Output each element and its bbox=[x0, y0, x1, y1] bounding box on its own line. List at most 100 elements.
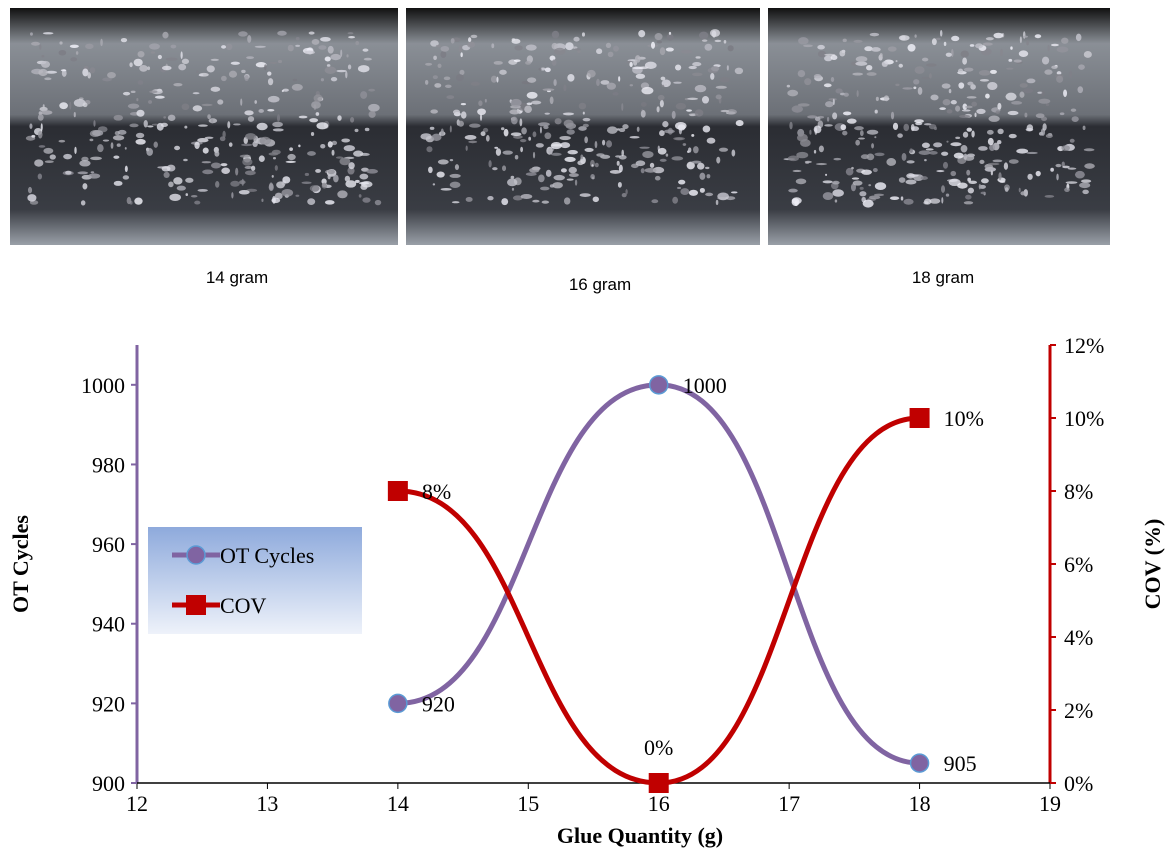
photo-speck bbox=[307, 151, 316, 156]
photo-speck bbox=[215, 180, 220, 188]
photo-speck bbox=[267, 78, 274, 86]
photo-speck bbox=[942, 161, 949, 169]
photo-speck bbox=[320, 78, 325, 82]
photo-speck bbox=[629, 84, 634, 87]
x-tick-label: 12 bbox=[126, 791, 148, 816]
photo-speck bbox=[955, 105, 961, 112]
photo-speck bbox=[666, 33, 674, 41]
photo-speck bbox=[327, 45, 334, 54]
photo-speck bbox=[507, 178, 518, 187]
photo-speck bbox=[440, 50, 447, 58]
photo-speck bbox=[674, 137, 683, 140]
marker bbox=[388, 693, 408, 714]
photo-speck bbox=[285, 160, 297, 163]
photo-speck bbox=[272, 121, 283, 128]
y-tick-label: 920 bbox=[92, 691, 125, 716]
photo-speck bbox=[992, 159, 1003, 163]
photo-speck bbox=[75, 51, 79, 55]
photo-speck bbox=[281, 189, 294, 197]
photo-speck bbox=[1038, 98, 1051, 104]
photo-speck bbox=[807, 115, 818, 119]
photo-speck bbox=[130, 90, 136, 94]
photo-speck bbox=[989, 144, 996, 152]
photo-speck bbox=[350, 117, 355, 123]
photo-speck bbox=[563, 119, 574, 128]
photo-speck bbox=[560, 168, 567, 173]
photo-speck bbox=[511, 187, 515, 191]
y2-tick-label: 10% bbox=[1064, 406, 1104, 431]
photo-speck bbox=[718, 147, 729, 152]
photo-speck bbox=[939, 29, 943, 37]
photo-speck bbox=[678, 179, 686, 185]
photo-speck bbox=[659, 158, 667, 162]
photo-speck bbox=[519, 118, 523, 127]
photo-speck bbox=[866, 72, 877, 76]
photo-speck bbox=[353, 150, 364, 157]
photo-speck bbox=[244, 75, 249, 81]
photo-speck bbox=[194, 141, 200, 150]
photo-speck bbox=[617, 181, 622, 188]
photo-speck bbox=[185, 177, 194, 183]
photo-speck bbox=[424, 79, 429, 85]
photo-speck bbox=[966, 127, 973, 132]
photo-speck bbox=[183, 158, 188, 162]
photo-speck bbox=[259, 136, 271, 145]
photo-speck bbox=[895, 60, 898, 63]
photo-speck bbox=[79, 160, 91, 167]
photo-speck bbox=[929, 151, 938, 155]
legend-label: COV bbox=[220, 593, 267, 618]
photo-speck bbox=[551, 42, 558, 50]
photo-speck bbox=[335, 156, 344, 159]
photo-speck bbox=[201, 103, 213, 107]
photo-speck bbox=[180, 51, 183, 59]
photo-speck bbox=[276, 181, 285, 189]
photo-speck bbox=[488, 160, 492, 168]
photo-speck bbox=[147, 125, 154, 128]
photo-speck bbox=[127, 103, 140, 109]
photo-speck bbox=[694, 84, 707, 93]
photo-speck bbox=[129, 123, 139, 128]
y-axis-title: OT Cycles bbox=[8, 515, 33, 613]
photo-speck bbox=[714, 39, 722, 43]
photo-speck bbox=[82, 183, 88, 190]
photo-speck bbox=[291, 83, 303, 91]
photo-speck bbox=[129, 62, 133, 68]
photo-speck bbox=[368, 110, 376, 118]
photo-speck bbox=[813, 149, 817, 154]
photo-speck bbox=[846, 118, 857, 124]
photo-speck bbox=[618, 76, 621, 82]
x-tick-label: 19 bbox=[1039, 791, 1061, 816]
photo-speck bbox=[532, 131, 537, 138]
photo-speck bbox=[866, 153, 875, 161]
photo-speck bbox=[452, 109, 461, 115]
photo-speck bbox=[1061, 37, 1069, 44]
photo-speck bbox=[137, 80, 144, 85]
photo-speck bbox=[902, 87, 913, 90]
photo-speck bbox=[368, 88, 376, 92]
photo-speck bbox=[709, 29, 721, 37]
photo-speck bbox=[207, 114, 211, 120]
photo-speck bbox=[112, 135, 125, 141]
photo-speck bbox=[924, 198, 932, 205]
photo-speck bbox=[197, 137, 209, 143]
photo-speck bbox=[797, 103, 810, 107]
photo-speck bbox=[606, 126, 618, 134]
photo-speck bbox=[993, 32, 1004, 39]
photo-speck bbox=[946, 140, 949, 143]
photo-speck bbox=[680, 49, 693, 54]
photo-speck bbox=[194, 200, 201, 205]
photo-speck bbox=[874, 136, 877, 139]
photo-speck bbox=[358, 181, 370, 185]
photo-speck bbox=[362, 48, 369, 52]
photo-speck bbox=[903, 198, 914, 205]
photo-speck bbox=[731, 149, 736, 157]
photo-speck bbox=[828, 98, 837, 101]
y2-tick-label: 0% bbox=[1064, 771, 1093, 796]
photo-speck bbox=[272, 128, 284, 132]
photo-speck bbox=[525, 60, 532, 65]
photo-speck bbox=[594, 162, 599, 168]
photo-speck bbox=[431, 133, 442, 141]
photo-speck bbox=[962, 131, 969, 138]
photo-speck bbox=[941, 151, 949, 156]
photo-speck bbox=[247, 116, 255, 122]
